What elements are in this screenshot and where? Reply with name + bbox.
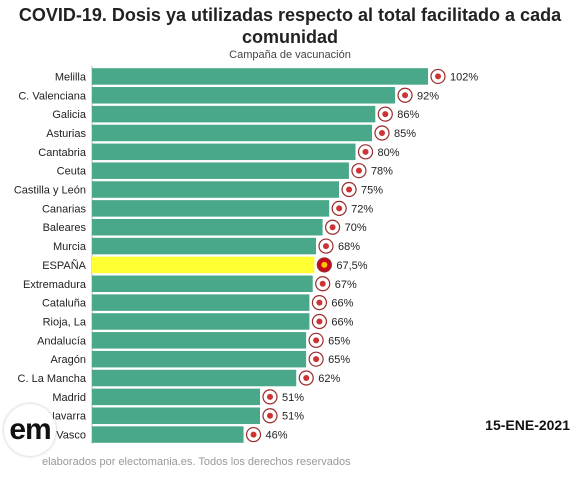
- value-label: 86%: [397, 109, 419, 121]
- bar: [92, 200, 330, 217]
- flag-center-icon: [382, 111, 389, 118]
- value-label: 51%: [282, 411, 304, 423]
- value-label: 102%: [450, 71, 478, 83]
- category-label: Andalucía: [37, 335, 87, 347]
- category-label: Ceuta: [57, 166, 87, 178]
- flag-center-icon: [316, 318, 323, 325]
- category-label: Madrid: [52, 392, 86, 404]
- flag-center-icon: [321, 261, 328, 268]
- value-label: 75%: [361, 185, 383, 197]
- category-label: Extremadura: [23, 279, 87, 291]
- flag-center-icon: [355, 167, 362, 174]
- value-label: 72%: [351, 203, 373, 215]
- bar: [92, 124, 372, 142]
- value-label: 51%: [282, 392, 304, 404]
- flag-center-icon: [435, 73, 441, 80]
- bar: [92, 388, 260, 406]
- value-label: 85%: [394, 128, 416, 140]
- flag-center-icon: [250, 431, 257, 438]
- bar: [92, 218, 323, 236]
- footer-credit: elaborados por electomania.es. Todos los…: [42, 456, 351, 468]
- bar: [92, 407, 260, 424]
- flag-center-icon: [402, 92, 409, 99]
- bar: [92, 332, 307, 349]
- bar: [92, 275, 313, 293]
- flag-center-icon: [362, 148, 369, 155]
- category-label: C. La Mancha: [18, 373, 87, 385]
- category-label: Cantabria: [38, 147, 87, 159]
- flag-center-icon: [379, 129, 385, 136]
- bar: [92, 350, 307, 368]
- value-label: 66%: [331, 298, 353, 310]
- category-label: Rioja, La: [43, 316, 87, 328]
- flag-center-icon: [267, 412, 273, 419]
- flag-center-icon: [346, 186, 353, 193]
- chart-subtitle: Campaña de vacunación: [229, 49, 351, 61]
- category-label: C. Valenciana: [18, 90, 87, 102]
- bar: [92, 105, 376, 123]
- value-label: 70%: [345, 222, 367, 234]
- bar: [92, 369, 297, 387]
- category-label: Asturias: [46, 128, 86, 140]
- category-label: Baleares: [43, 222, 87, 234]
- category-label: Aragón: [51, 354, 86, 366]
- value-label: 80%: [378, 147, 400, 159]
- value-label: 66%: [331, 316, 353, 328]
- flag-center-icon: [313, 337, 320, 344]
- category-label: Canarias: [42, 203, 87, 215]
- flag-center-icon: [316, 299, 323, 306]
- bar: [92, 294, 310, 311]
- category-label: Galicia: [52, 109, 87, 121]
- category-label: Murcia: [53, 241, 87, 253]
- date-label: 15-ENE-2021: [485, 417, 570, 433]
- bar: [92, 143, 356, 161]
- bar: [92, 162, 349, 179]
- bar: [92, 426, 244, 443]
- bar: [92, 181, 340, 198]
- value-label: 67,5%: [336, 260, 367, 272]
- bar: [92, 237, 316, 255]
- electomania-logo: em: [4, 404, 56, 456]
- bar: [92, 87, 396, 104]
- value-label: 65%: [328, 335, 350, 347]
- flag-center-icon: [336, 205, 343, 212]
- value-label: 62%: [318, 373, 340, 385]
- value-label: 65%: [328, 354, 350, 366]
- chart-title: COVID-19. Dosis ya utilizadas respecto a…: [18, 5, 562, 47]
- value-label: 92%: [417, 90, 439, 102]
- flag-center-icon: [329, 224, 336, 231]
- category-label: Cataluña: [42, 298, 87, 310]
- category-label: Melilla: [55, 71, 87, 83]
- value-label: 68%: [338, 241, 360, 253]
- flag-center-icon: [303, 375, 310, 382]
- flag-center-icon: [323, 243, 329, 250]
- category-label: Castilla y León: [14, 185, 86, 197]
- flag-center-icon: [267, 393, 273, 400]
- bar: [92, 313, 310, 330]
- value-label: 78%: [371, 166, 393, 178]
- value-label: 67%: [335, 279, 357, 291]
- category-label: Navarra: [47, 411, 87, 423]
- flag-center-icon: [313, 356, 320, 363]
- logo-text: em: [9, 413, 51, 446]
- flag-center-icon: [319, 280, 326, 287]
- value-label: 46%: [266, 430, 288, 442]
- bar: [92, 256, 315, 274]
- bar: [92, 68, 428, 85]
- category-label: ESPAÑA: [42, 259, 86, 272]
